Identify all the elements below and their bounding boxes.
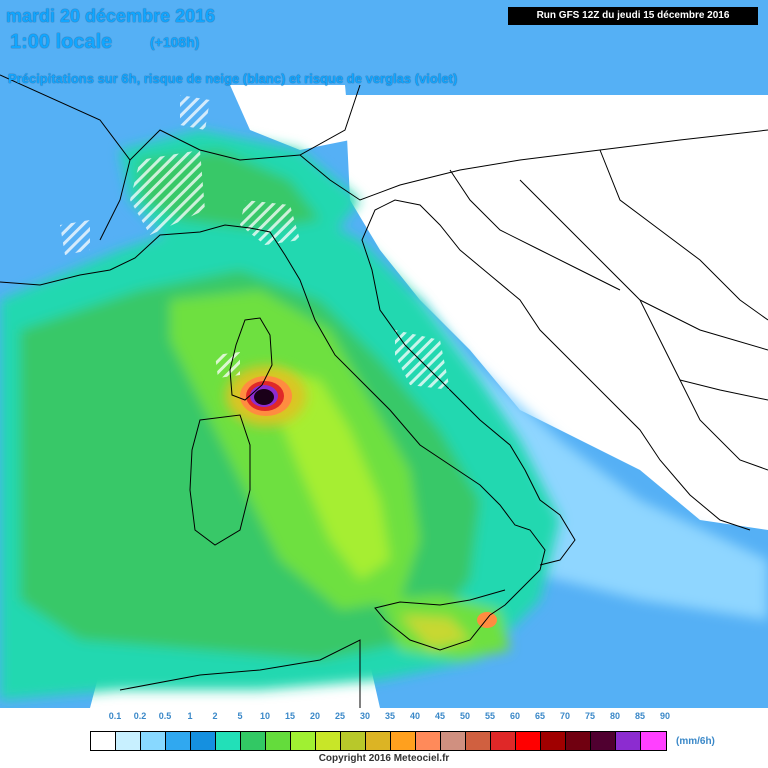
forecast-date: mardi 20 décembre 2016 (6, 6, 216, 26)
legend-swatch (466, 732, 491, 750)
legend-tick-label: 70 (559, 711, 571, 721)
legend-swatch (366, 732, 391, 750)
legend-tick-label: 55 (484, 711, 496, 721)
legend-tick-label: 0.1 (108, 711, 122, 721)
legend-swatch (641, 732, 666, 750)
legend-swatch (316, 732, 341, 750)
legend-tick-label: 2 (212, 711, 218, 721)
copyright-label: Copyright 2016 Meteociel.fr (318, 753, 450, 764)
legend-tick-label: 80 (609, 711, 621, 721)
legend-tick-label: 10 (259, 711, 271, 721)
legend-swatch (491, 732, 516, 750)
legend-tick-label: 5 (237, 711, 243, 721)
legend-unit: (mm/6h) (676, 736, 715, 747)
legend-swatch (166, 732, 191, 750)
legend-swatch (391, 732, 416, 750)
dry-area-balkans (345, 95, 768, 530)
legend-swatch (191, 732, 216, 750)
legend-swatch (591, 732, 616, 750)
legend-swatch (216, 732, 241, 750)
precip-core (226, 366, 497, 628)
legend-tick-label: 35 (384, 711, 396, 721)
legend-tick-label: 20 (309, 711, 321, 721)
legend-swatch (416, 732, 441, 750)
legend-swatch (91, 732, 116, 750)
legend-swatch (116, 732, 141, 750)
legend-tick-label: 40 (409, 711, 421, 721)
legend-swatch (141, 732, 166, 750)
legend-swatch (566, 732, 591, 750)
legend-color-scale (90, 731, 667, 751)
snow-risk-areas (60, 95, 450, 390)
legend-swatch (291, 732, 316, 750)
model-run-label: Run GFS 12Z du jeudi 15 décembre 2016 (508, 7, 758, 25)
legend-tick-label: 75 (584, 711, 596, 721)
legend-tick-label: 45 (434, 711, 446, 721)
legend-tick-label: 60 (509, 711, 521, 721)
legend-tick-label: 1 (187, 711, 193, 721)
legend-tick-label: 50 (459, 711, 471, 721)
map-subtitle: Précipitations sur 6h, risque de neige (… (8, 71, 458, 86)
legend-tick-label: 65 (534, 711, 546, 721)
precipitation-map (0, 0, 768, 708)
legend-swatch (541, 732, 566, 750)
legend-swatch (266, 732, 291, 750)
forecast-lead-time: (+108h) (150, 34, 200, 50)
legend-tick-label: 15 (284, 711, 296, 721)
legend-swatch (516, 732, 541, 750)
legend-tick-label: 0.5 (158, 711, 172, 721)
legend-swatch (616, 732, 641, 750)
legend-swatch (241, 732, 266, 750)
legend-tick-label: 85 (634, 711, 646, 721)
legend-tick-label: 90 (659, 711, 671, 721)
legend-swatch (441, 732, 466, 750)
forecast-local-time: 1:00 locale (10, 31, 113, 53)
legend-tick-label: 30 (359, 711, 371, 721)
legend-tick-label: 25 (334, 711, 346, 721)
legend-tick-labels: 0.1 0.2 0.5 1 2 5 10 15 20 25 30 35 40 45 50 55 60 65 70 75… (90, 711, 675, 725)
coastlines (0, 74, 768, 708)
legend-tick-label: 0.2 (133, 711, 147, 721)
legend-swatch (341, 732, 366, 750)
